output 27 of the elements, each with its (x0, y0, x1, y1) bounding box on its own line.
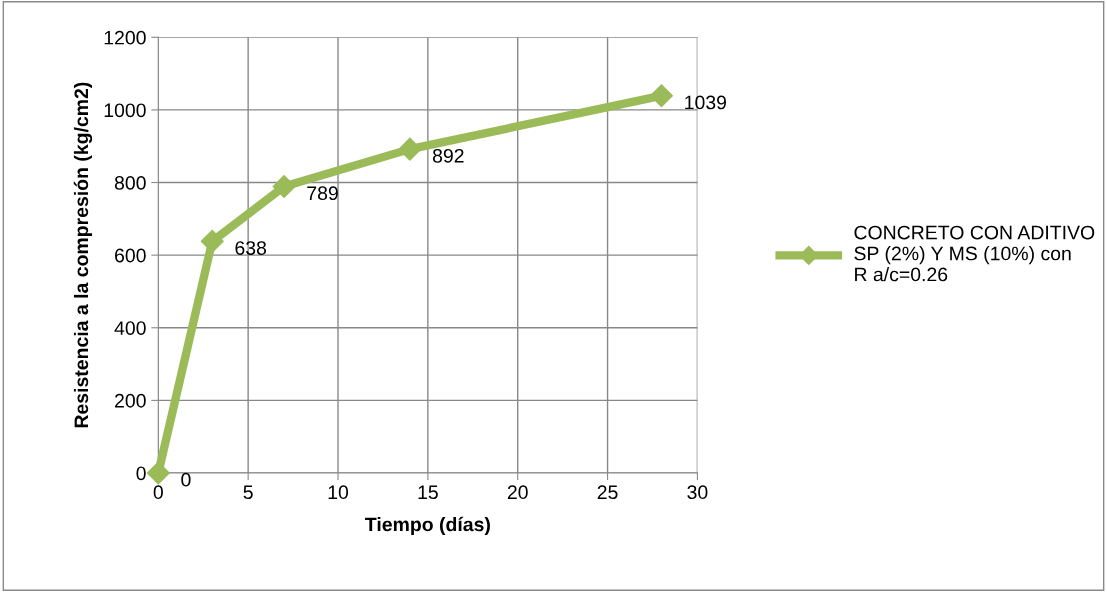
x-tick-label: 5 (243, 485, 253, 500)
y-axis-title: Resistencia a la compresión (kg/cm2) (73, 82, 93, 428)
data-label: 789 (307, 186, 338, 201)
y-tick-label: 200 (115, 393, 146, 408)
x-tick-label: 10 (328, 485, 349, 500)
x-tick-label: 20 (507, 485, 528, 500)
y-tick-label: 600 (115, 248, 146, 263)
x-axis-title: Tiempo (días) (365, 516, 490, 536)
point (272, 175, 296, 199)
y-tick-label: 1000 (104, 103, 146, 118)
y-tick-label: 400 (114, 321, 146, 336)
x-tick-label: 15 (418, 485, 438, 500)
y-tick-label: 1200 (104, 30, 146, 45)
legend-label: CONCRETO CON ADITIVO SP (2%) Y MS (10%) con R a/c=0.26 (854, 225, 1095, 282)
data-label: 0 (181, 472, 191, 487)
data-label: 892 (432, 148, 464, 163)
y-tick-label: 0 (136, 466, 146, 481)
x-tick-label: 30 (687, 485, 708, 500)
point (398, 137, 422, 161)
point (200, 229, 224, 253)
point (146, 461, 170, 485)
x-tick-label: 25 (597, 485, 618, 500)
point (649, 84, 673, 108)
data-label: 1039 (685, 95, 727, 110)
y-tick-label: 800 (114, 176, 146, 190)
data-label: 638 (235, 241, 267, 255)
x-tick-label: 0 (153, 485, 163, 500)
